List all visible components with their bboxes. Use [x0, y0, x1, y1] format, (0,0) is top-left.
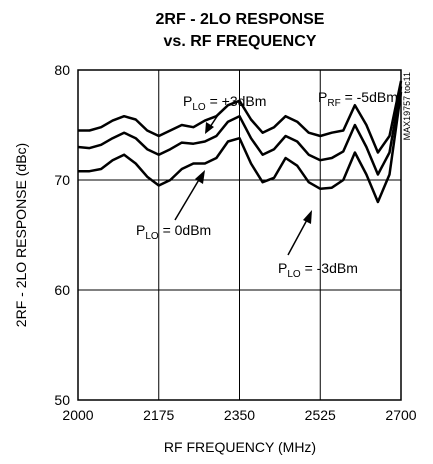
chart-subtitle: vs. RF FREQUENCY	[164, 33, 317, 50]
y-tick-label: 60	[54, 282, 70, 298]
arrowhead	[205, 122, 214, 134]
x-tick-label: 2525	[305, 407, 336, 423]
annotation: PRF = -5dBm	[318, 89, 398, 109]
arrowhead	[303, 210, 312, 224]
x-tick-label: 2000	[62, 407, 93, 423]
arrow	[287, 217, 309, 256]
x-tick-label: 2350	[224, 407, 255, 423]
chart-title: 2RF - 2LO RESPONSE	[156, 11, 325, 28]
plot-frame	[77, 69, 402, 401]
annotation: PLO = 0dBm	[136, 222, 211, 242]
x-tick-label: 2700	[385, 407, 416, 423]
y-tick-label: 70	[54, 172, 70, 188]
arrow	[174, 177, 201, 221]
x-tick-label: 2175	[143, 407, 174, 423]
y-axis-label: 2RF - 2LO RESPONSE (dBc)	[13, 143, 29, 327]
chart-id: MAX19757 toc11	[402, 72, 412, 140]
line-series	[78, 80, 403, 154]
arrowhead	[195, 170, 205, 184]
y-tick-label: 50	[54, 392, 70, 408]
annotation: PLO = -3dBm	[278, 260, 358, 280]
x-axis-label: RF FREQUENCY (MHz)	[164, 439, 316, 455]
y-tick-label: 80	[54, 62, 70, 78]
line-series	[78, 91, 403, 204]
line-series	[77, 86, 403, 176]
